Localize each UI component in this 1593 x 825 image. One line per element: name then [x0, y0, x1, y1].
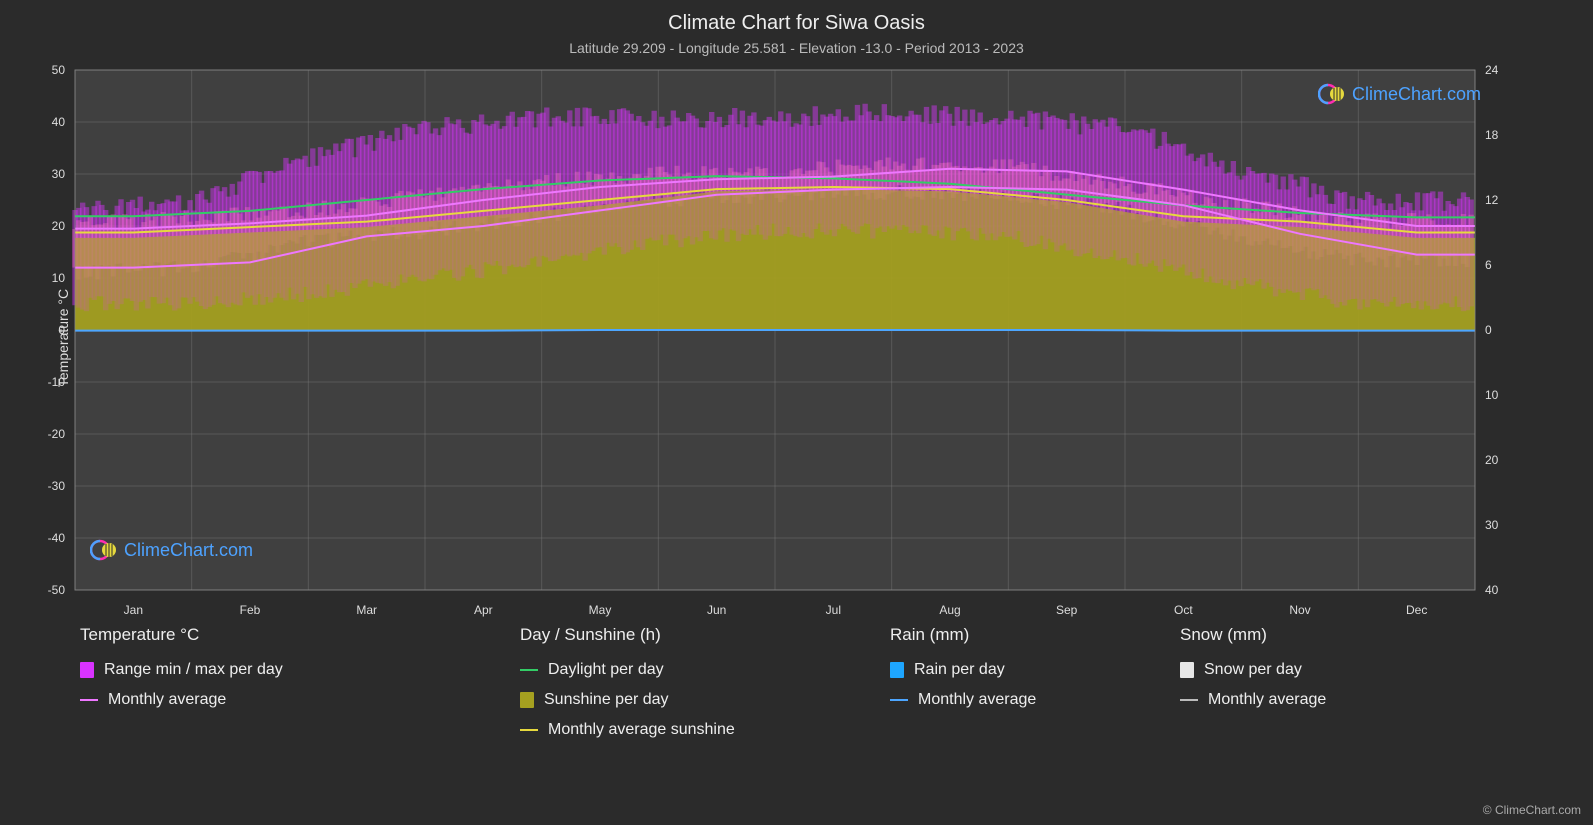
svg-text:-30: -30 — [48, 479, 66, 493]
legend-item: Rain per day — [890, 661, 1036, 679]
svg-text:6: 6 — [1485, 258, 1492, 272]
svg-text:-50: -50 — [48, 583, 66, 597]
copyright-text: © ClimeChart.com — [1483, 803, 1581, 817]
legend-line — [520, 669, 538, 671]
svg-text:50: 50 — [52, 63, 66, 77]
brand-logo-top: ClimeChart.com — [1318, 80, 1481, 108]
legend-header: Temperature °C — [80, 625, 283, 645]
svg-text:0: 0 — [58, 323, 65, 337]
svg-text:May: May — [589, 603, 612, 617]
legend-column: Rain (mm) Rain per day Monthly average — [890, 625, 1036, 709]
y-axis-left-label: Temperature °C — [55, 289, 71, 387]
legend-line — [890, 699, 908, 701]
legend-header: Rain (mm) — [890, 625, 1036, 645]
legend-header: Snow (mm) — [1180, 625, 1326, 645]
chart-plot-area: -50-40-30-20-100102030405006121824102030… — [75, 70, 1475, 590]
legend-column: Temperature °C Range min / max per day Mon… — [80, 625, 283, 709]
brand-text: ClimeChart.com — [124, 540, 253, 561]
chart-title: Climate Chart for Siwa Oasis — [0, 12, 1593, 35]
svg-text:Aug: Aug — [939, 603, 960, 617]
svg-text:30: 30 — [1485, 518, 1499, 532]
legend-label: Range min / max per day — [104, 661, 283, 679]
legend-line — [80, 699, 98, 701]
svg-text:0: 0 — [1485, 323, 1492, 337]
svg-text:-40: -40 — [48, 531, 66, 545]
svg-text:Mar: Mar — [356, 603, 377, 617]
svg-text:20: 20 — [52, 219, 66, 233]
legend-line — [1180, 699, 1198, 701]
legend-label: Snow per day — [1204, 661, 1302, 679]
svg-text:-10: -10 — [48, 375, 66, 389]
svg-text:Jun: Jun — [707, 603, 726, 617]
svg-text:Feb: Feb — [240, 603, 261, 617]
legend-item: Range min / max per day — [80, 661, 283, 679]
legend-label: Monthly average sunshine — [548, 721, 735, 739]
legend-swatch — [890, 662, 904, 678]
svg-text:Sep: Sep — [1056, 603, 1078, 617]
legend-label: Monthly average — [918, 691, 1036, 709]
svg-text:Jan: Jan — [124, 603, 143, 617]
legend-swatch — [80, 662, 94, 678]
svg-text:Oct: Oct — [1174, 603, 1193, 617]
legend-item: Monthly average — [80, 691, 283, 709]
svg-text:Dec: Dec — [1406, 603, 1427, 617]
legend-item: Monthly average — [1180, 691, 1326, 709]
svg-text:Jul: Jul — [826, 603, 841, 617]
svg-text:10: 10 — [1485, 388, 1499, 402]
brand-text: ClimeChart.com — [1352, 84, 1481, 105]
legend-swatch — [520, 692, 534, 708]
svg-text:18: 18 — [1485, 128, 1499, 142]
svg-text:Apr: Apr — [474, 603, 493, 617]
svg-text:40: 40 — [52, 115, 66, 129]
svg-text:12: 12 — [1485, 193, 1499, 207]
svg-text:Nov: Nov — [1289, 603, 1310, 617]
legend-item: Sunshine per day — [520, 691, 735, 709]
legend-label: Rain per day — [914, 661, 1005, 679]
svg-text:10: 10 — [52, 271, 66, 285]
legend-label: Sunshine per day — [544, 691, 669, 709]
svg-text:40: 40 — [1485, 583, 1499, 597]
legend-line — [520, 729, 538, 731]
legend-item: Daylight per day — [520, 661, 735, 679]
legend-column: Day / Sunshine (h) Daylight per day Sunshi… — [520, 625, 735, 739]
legend-label: Monthly average — [108, 691, 226, 709]
svg-text:30: 30 — [52, 167, 66, 181]
legend-label: Daylight per day — [548, 661, 664, 679]
brand-logo-bottom: ClimeChart.com — [90, 536, 253, 564]
svg-text:24: 24 — [1485, 63, 1499, 77]
legend-item: Monthly average sunshine — [520, 721, 735, 739]
legend-item: Snow per day — [1180, 661, 1326, 679]
legend-label: Monthly average — [1208, 691, 1326, 709]
svg-text:-20: -20 — [48, 427, 66, 441]
legend-swatch — [1180, 662, 1194, 678]
legend-column: Snow (mm) Snow per day Monthly average — [1180, 625, 1326, 709]
legend-header: Day / Sunshine (h) — [520, 625, 735, 645]
legend-item: Monthly average — [890, 691, 1036, 709]
chart-subtitle: Latitude 29.209 - Longitude 25.581 - Ele… — [0, 40, 1593, 56]
svg-text:20: 20 — [1485, 453, 1499, 467]
